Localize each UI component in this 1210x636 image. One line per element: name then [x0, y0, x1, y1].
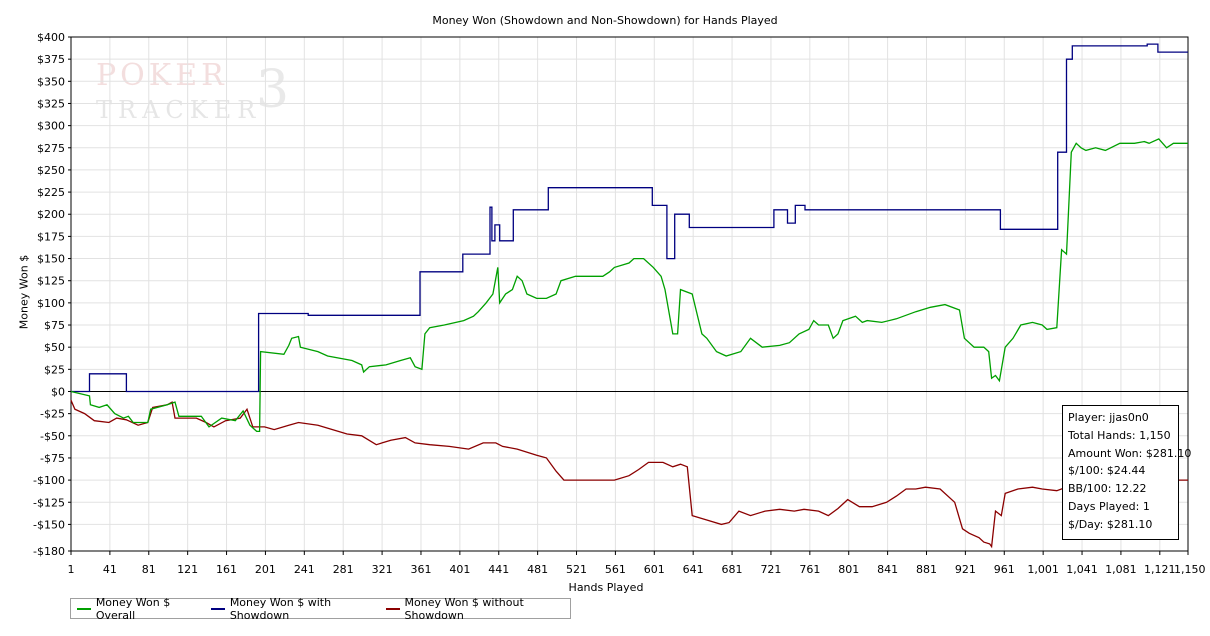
- y-tick-label: $75: [44, 319, 65, 332]
- x-tick-label: 201: [255, 563, 276, 576]
- stat-dollars-per-day: $/Day: $281.10: [1068, 517, 1153, 531]
- x-tick-label: 801: [838, 563, 859, 576]
- x-tick-label: 121: [177, 563, 198, 576]
- x-tick-label: 241: [294, 563, 315, 576]
- x-tick-label: 81: [142, 563, 156, 576]
- watermark-three-mark: 3: [256, 60, 290, 120]
- x-tick-label: 761: [799, 563, 820, 576]
- watermark-poker-text: POKER: [96, 58, 228, 93]
- x-tick-label: 1,081: [1105, 563, 1137, 576]
- x-tick-label: 881: [916, 563, 937, 576]
- legend-item-with-showdown[interactable]: Money Won $ with Showdown: [210, 595, 372, 622]
- x-tick-label: 1,041: [1066, 563, 1098, 576]
- x-tick-label: 41: [103, 563, 117, 576]
- plot-frame: [70, 36, 1189, 552]
- x-tick-label: 361: [410, 563, 431, 576]
- x-tick-label: 921: [955, 563, 976, 576]
- y-tick-label: $200: [37, 208, 65, 221]
- stat-bb-per-100: BB/100: 12.22: [1068, 482, 1147, 496]
- pokertracker-logo-watermark: POKER TRACKER 3: [96, 58, 296, 130]
- y-tick-label: $225: [37, 186, 65, 199]
- x-tick-label: 481: [527, 563, 548, 576]
- y-tick-label: -$150: [33, 518, 65, 531]
- y-tick-label: -$75: [40, 452, 65, 465]
- stat-total-hands: Total Hands: 1,150: [1068, 428, 1171, 442]
- series-with-showdown-line: [71, 43, 1188, 393]
- stat-amount-won: Amount Won: $281.10: [1068, 446, 1192, 460]
- y-tick-label: $325: [37, 97, 65, 110]
- x-tick-label: 681: [722, 563, 743, 576]
- legend-swatch-with-showdown: [210, 607, 225, 610]
- x-tick-label: 521: [566, 563, 587, 576]
- x-tick-label: 1: [68, 563, 75, 576]
- y-tick-label: -$100: [33, 474, 65, 487]
- y-tick-label: $300: [37, 120, 65, 133]
- stat-dollars-per-100: $/100: $24.44: [1068, 464, 1146, 478]
- legend-swatch-overall: [77, 607, 91, 610]
- x-tick-label: 601: [644, 563, 665, 576]
- x-tick-label: 721: [760, 563, 781, 576]
- series-overall-line: [70, 138, 1188, 433]
- stat-days-played: Days Played: 1: [1068, 499, 1150, 513]
- series-without-showdown-line: [70, 400, 1188, 549]
- legend-label-without-showdown: Money Won $ without Showdown: [404, 595, 524, 622]
- watermark-tracker-text: TRACKER: [96, 96, 262, 124]
- legend-label-overall: Money Won $ Overall: [95, 595, 171, 622]
- y-tick-label: $375: [37, 53, 65, 66]
- legend-item-overall[interactable]: Money Won $ Overall: [77, 596, 197, 622]
- y-tick-label: $100: [37, 297, 65, 310]
- y-tick-label: $50: [44, 341, 65, 354]
- grid-lines: [70, 36, 1188, 552]
- y-tick-label: $0: [51, 385, 65, 398]
- chart-title: Money Won (Showdown and Non-Showdown) fo…: [432, 14, 778, 27]
- x-tick-label: 321: [372, 563, 393, 576]
- x-axis-label: Hands Played: [568, 581, 644, 594]
- y-tick-label: $175: [37, 230, 65, 243]
- y-tick-label: -$125: [33, 496, 65, 509]
- x-tick-label: 1,001: [1027, 563, 1059, 576]
- x-tick-label: 641: [683, 563, 704, 576]
- x-tick-label: 961: [994, 563, 1015, 576]
- y-tick-label: $250: [37, 164, 65, 177]
- y-tick-label: -$50: [40, 430, 65, 443]
- stat-player: Player: jjas0n0: [1068, 411, 1149, 424]
- series-lines: [70, 43, 1188, 549]
- y-tick-label: $25: [44, 363, 65, 376]
- y-tick-label: $125: [37, 275, 65, 288]
- player-stats-box: Player: jjas0n0 Total Hands: 1,150 Amoun…: [1062, 405, 1192, 540]
- y-tick-label: -$180: [33, 545, 65, 558]
- chart-legend: Money Won $ Overall Money Won $ with Sho…: [70, 595, 571, 622]
- legend-item-without-showdown[interactable]: Money Won $ without Showdown: [385, 595, 562, 622]
- legend-swatch-without-showdown: [385, 607, 400, 610]
- x-tick-label: 441: [488, 563, 509, 576]
- y-tick-label: $350: [37, 75, 65, 88]
- y-tick-label: $400: [37, 31, 65, 44]
- y-tick-label: $150: [37, 253, 65, 266]
- y-tick-label: $275: [37, 142, 65, 155]
- x-tick-label: 401: [449, 563, 470, 576]
- x-tick-label: 841: [877, 563, 898, 576]
- x-tick-label: 281: [333, 563, 354, 576]
- axes: $400 $375 $350 $325 $300 $275 $250 $225 $200 $175…: [33, 31, 1205, 576]
- x-tick-label: 1,150: [1174, 563, 1206, 576]
- y-tick-label: -$25: [40, 408, 65, 421]
- x-tick-label: 161: [216, 563, 237, 576]
- y-axis-label: Money Won $: [17, 254, 31, 330]
- x-tick-label: 561: [605, 563, 626, 576]
- x-tick-label: 1,121: [1144, 563, 1176, 576]
- legend-label-with-showdown: Money Won $ with Showdown: [229, 595, 332, 622]
